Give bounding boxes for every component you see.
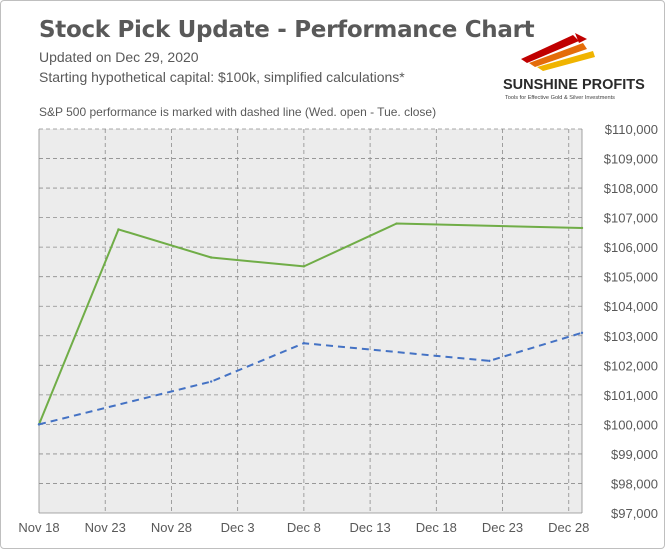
y-tick-label: $106,000 xyxy=(604,240,658,255)
x-tick-label: Dec 18 xyxy=(416,520,457,535)
y-axis-ticks: $97,000 $98,000 $99,000 $100,000 $101,000 $10… xyxy=(604,122,658,521)
series-lines xyxy=(37,222,584,426)
y-tick-label: $102,000 xyxy=(604,358,658,373)
y-tick-label: $108,000 xyxy=(604,181,658,196)
gridlines xyxy=(38,128,583,514)
y-tick-label: $110,000 xyxy=(605,122,658,137)
x-tick-label: Dec 3 xyxy=(221,520,255,535)
portfolio-line xyxy=(38,222,583,425)
x-tick-label: Dec 23 xyxy=(482,520,523,535)
update-date: Updated on Dec 29, 2020 xyxy=(39,49,199,65)
y-tick-label: $104,000 xyxy=(604,299,658,314)
y-tick-label: $105,000 xyxy=(604,270,658,285)
capital-note: Starting hypothetical capital: $100k, si… xyxy=(39,69,405,85)
sunshine-profits-logo: SUNSHINE PROFITS Tools for Effective Gol… xyxy=(503,33,645,101)
portfolio-point xyxy=(117,228,120,231)
sp500-point xyxy=(580,331,584,335)
portfolio-point xyxy=(302,265,306,268)
logo-tagline: Tools for Effective Gold & Silver Invest… xyxy=(505,95,615,101)
x-tick-label: Nov 18 xyxy=(18,520,59,535)
logo-wordmark: SUNSHINE PROFITS xyxy=(503,77,645,93)
sp500-point xyxy=(302,341,306,345)
y-tick-label: $101,000 xyxy=(604,388,658,403)
portfolio-point xyxy=(209,256,213,259)
chart-title: Stock Pick Update - Performance Chart xyxy=(39,17,535,43)
sp500-note: S&P 500 performance is marked with dashe… xyxy=(39,105,437,119)
y-tick-label: $109,000 xyxy=(604,152,658,167)
x-tick-label: Dec 13 xyxy=(349,520,390,535)
y-tick-label: $98,000 xyxy=(611,476,658,491)
x-tick-label: Dec 8 xyxy=(287,520,321,535)
y-tick-label: $99,000 xyxy=(611,447,658,462)
x-tick-label: Nov 28 xyxy=(151,520,192,535)
plot-area xyxy=(39,129,582,513)
portfolio-point xyxy=(395,222,398,225)
y-tick-label: $97,000 xyxy=(611,506,658,521)
y-tick-label: $107,000 xyxy=(604,211,658,226)
x-axis-ticks: Nov 18 Nov 23 Nov 28 Dec 3 Dec 8 Dec 13 Dec 18… xyxy=(18,520,589,535)
portfolio-point xyxy=(580,226,584,230)
y-tick-label: $100,000 xyxy=(604,417,658,432)
y-tick-label: $103,000 xyxy=(604,329,658,344)
sp500-point xyxy=(37,423,41,426)
sp500-point xyxy=(209,380,213,383)
x-tick-label: Dec 28 xyxy=(548,520,589,535)
sp500-point xyxy=(488,359,491,363)
x-tick-label: Nov 23 xyxy=(85,520,126,535)
